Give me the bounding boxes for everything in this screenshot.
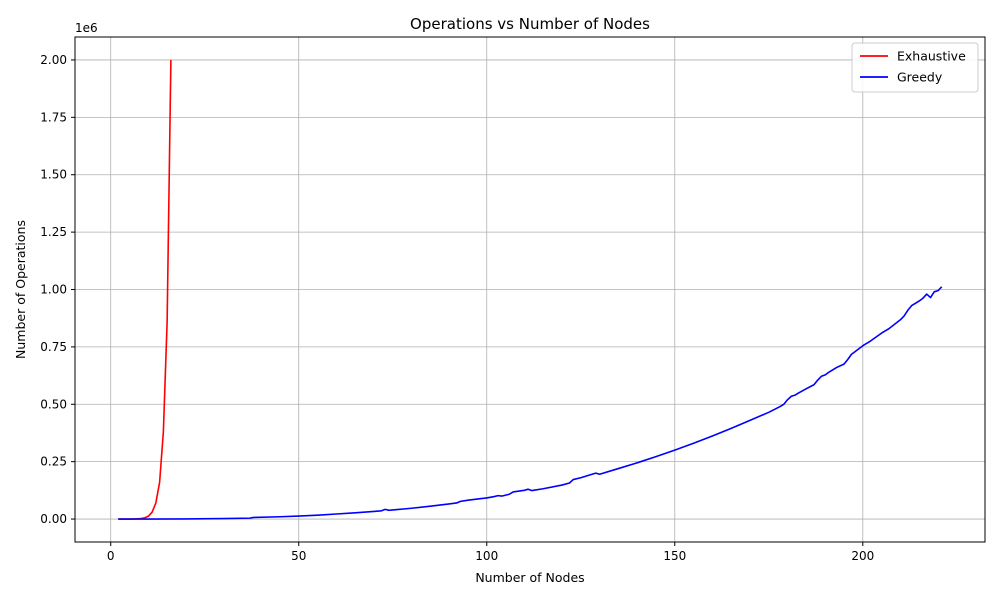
x-tick-label: 150 (663, 549, 686, 563)
y-axis-offset-label: 1e6 (75, 21, 98, 35)
y-tick-label: 0.25 (40, 455, 67, 469)
axis-ticks: 0 50 100 150 200 0.00 0.25 0.50 0.75 1.00 1.25 1.50… (40, 53, 874, 563)
y-tick-label: 2.00 (40, 53, 67, 67)
y-tick-label: 0.75 (40, 340, 67, 354)
series-lines (118, 59, 943, 520)
x-tick-label: 0 (107, 549, 115, 563)
y-tick-label: 1.00 (40, 283, 67, 297)
legend: Exhaustive Greedy (851, 42, 979, 93)
legend-label-greedy: Greedy (897, 70, 943, 85)
grid (75, 37, 985, 542)
chart-title: Operations vs Number of Nodes (410, 15, 650, 33)
greedy-series-line (118, 286, 943, 520)
y-axis-title: Number of Operations (13, 220, 28, 359)
y-tick-label: 1.25 (40, 225, 67, 239)
x-tick-label: 200 (851, 549, 874, 563)
y-tick-label: 0.00 (40, 512, 67, 526)
y-tick-label: 1.50 (40, 168, 67, 182)
legend-label-exhaustive: Exhaustive (897, 49, 966, 64)
x-axis-title: Number of Nodes (475, 570, 584, 585)
y-tick-label: 1.75 (40, 110, 67, 124)
x-tick-label: 100 (475, 549, 498, 563)
y-tick-label: 0.50 (40, 397, 67, 411)
x-tick-label: 50 (291, 549, 306, 563)
